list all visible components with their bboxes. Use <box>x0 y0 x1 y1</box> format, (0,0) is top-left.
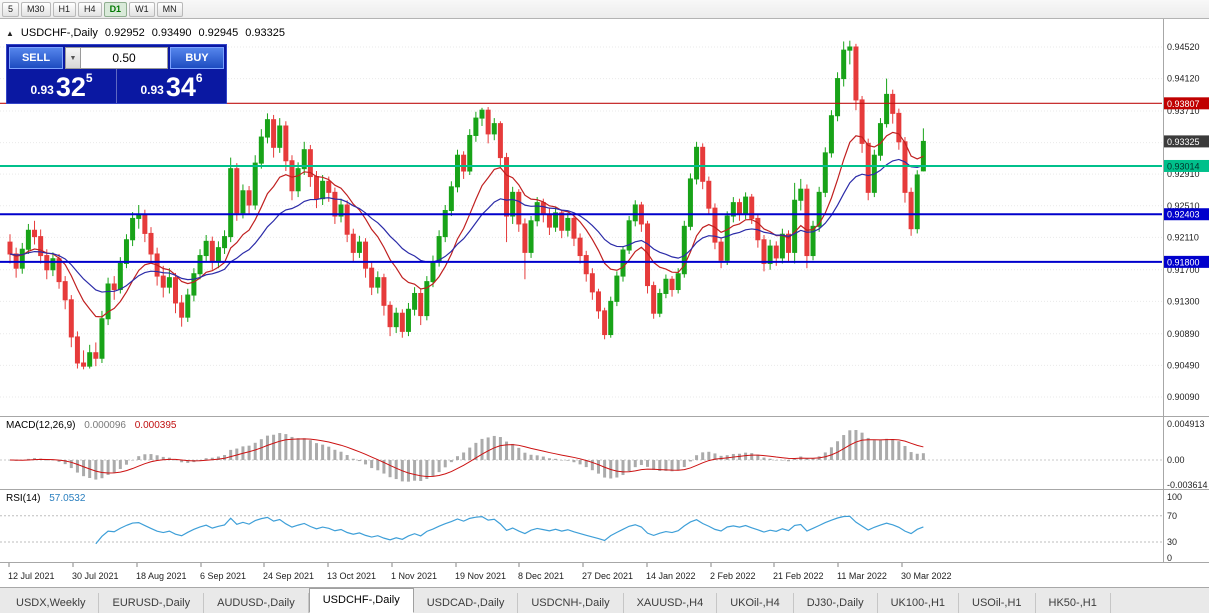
rsi-value: 57.0532 <box>49 493 86 504</box>
date-label: 19 Nov 2021 <box>455 571 506 581</box>
chart-tab-xauusd-h4[interactable]: XAUUSD-,H4 <box>624 593 718 613</box>
svg-text:0.90490: 0.90490 <box>1167 360 1200 370</box>
chart-tab-audusd-daily[interactable]: AUDUSD-,Daily <box>204 593 309 613</box>
price-tag-0.92403: 0.92403 <box>1167 210 1200 220</box>
svg-text:0.94520: 0.94520 <box>1167 42 1200 52</box>
svg-text:-0.003614: -0.003614 <box>1167 480 1208 490</box>
date-label: 24 Sep 2021 <box>263 571 314 581</box>
chart-tab-usdchf-daily[interactable]: USDCHF-,Daily <box>308 588 414 613</box>
macd-signal-value: 0.000395 <box>134 420 177 431</box>
macd-main-value: 0.000096 <box>84 420 126 431</box>
sell-price-big: 32 <box>55 72 86 102</box>
svg-text:0: 0 <box>1167 553 1172 563</box>
buy-price-prefix: 0.93 <box>140 83 164 97</box>
date-label: 14 Jan 2022 <box>646 571 696 581</box>
macd-name: MACD(12,26,9) <box>6 420 76 431</box>
chart-tab-dj30-daily[interactable]: DJ30-,Daily <box>794 593 878 613</box>
timeframe-button-m30[interactable]: M30 <box>21 1 51 17</box>
date-label: 1 Nov 2021 <box>391 571 437 581</box>
svg-text:0.91700: 0.91700 <box>1167 265 1200 275</box>
chart-tab-usoil-h1[interactable]: USOil-,H1 <box>959 593 1036 613</box>
sell-button[interactable]: SELL <box>9 47 63 69</box>
svg-text:70: 70 <box>1167 511 1177 521</box>
rsi-panel <box>0 515 1162 545</box>
chart-tab-ukoil-h4[interactable]: UKOil-,H4 <box>717 593 794 613</box>
chart-tab-usdcnh-daily[interactable]: USDCNH-,Daily <box>518 593 624 613</box>
svg-text:0.93710: 0.93710 <box>1167 106 1200 116</box>
timeframe-button-h4[interactable]: H4 <box>78 1 102 17</box>
ohlc-open: 0.92952 <box>104 27 145 39</box>
chart-tab-hk50-h1[interactable]: HK50-,H1 <box>1036 593 1111 613</box>
timeframe-toolbar: 5 M30 H1 H4 D1 W1 MN <box>0 0 1209 19</box>
price-tag-0.93807: 0.93807 <box>1167 99 1200 109</box>
chart-tabs-bar: USDX,Weekly EURUSD-,Daily AUDUSD-,Daily USD… <box>0 587 1209 613</box>
date-label: 18 Aug 2021 <box>136 571 187 581</box>
macd-label: MACD(12,26,9) 0.000096 0.000395 <box>6 420 176 431</box>
svg-text:0.004913: 0.004913 <box>1167 419 1205 429</box>
chevron-down-icon: ▼ <box>69 54 77 62</box>
price-tag-0.93325: 0.93325 <box>1167 137 1200 147</box>
macd-axis: 0.004913 0.00 -0.003614 <box>1167 419 1208 490</box>
volume-dropdown-button[interactable]: ▼ <box>65 47 81 69</box>
timeframe-button-h1[interactable]: H1 <box>52 1 77 17</box>
date-label: 12 Jul 2021 <box>8 571 55 581</box>
date-label: 6 Sep 2021 <box>200 571 246 581</box>
date-label: 11 Mar 2022 <box>837 571 887 581</box>
svg-text:100: 100 <box>1167 492 1182 502</box>
macd-panel <box>0 430 1162 482</box>
chart-tab-uk100-h1[interactable]: UK100-,H1 <box>878 593 960 613</box>
svg-text:0.90890: 0.90890 <box>1167 329 1200 339</box>
price-tag-0.93014: 0.93014 <box>1167 161 1200 171</box>
chart-tab-usdcad-daily[interactable]: USDCAD-,Daily <box>414 593 519 613</box>
timeframe-button-5[interactable]: 5 <box>2 1 20 17</box>
sell-price-prefix: 0.93 <box>30 83 54 97</box>
chart-symbol-label: USDCHF-,Daily <box>20 27 98 39</box>
date-axis: 12 Jul 2021 30 Jul 2021 18 Aug 2021 6 Sep 2… <box>8 563 952 581</box>
svg-text:0.00: 0.00 <box>1167 455 1185 465</box>
svg-text:0.92910: 0.92910 <box>1167 169 1200 179</box>
date-label: 2 Feb 2022 <box>710 571 756 581</box>
chart-tab-eurusd-daily[interactable]: EURUSD-,Daily <box>99 593 205 613</box>
one-click-trading-panel: SELL ▼ 0.50 BUY 0.93 32 5 0.93 34 6 <box>6 44 227 104</box>
buy-price-display: 0.93 34 6 <box>116 69 226 103</box>
chart-ohlc-header: ▲ USDCHF-,Daily 0.92952 0.93490 0.92945 … <box>6 27 285 39</box>
date-label: 30 Mar 2022 <box>901 571 952 581</box>
buy-price-pipette: 6 <box>195 71 203 85</box>
rsi-label: RSI(14) 57.0532 <box>6 493 85 504</box>
ohlc-low: 0.92945 <box>198 27 239 39</box>
chart-window-icon: ▲ <box>6 28 14 38</box>
price-tag-0.91800: 0.91800 <box>1167 257 1200 267</box>
date-label: 27 Dec 2021 <box>582 571 633 581</box>
date-label: 8 Dec 2021 <box>518 571 564 581</box>
timeframe-button-mn[interactable]: MN <box>156 1 183 17</box>
volume-control: ▼ 0.50 <box>65 47 168 69</box>
timeframe-button-w1[interactable]: W1 <box>129 1 155 17</box>
svg-text:0.90090: 0.90090 <box>1167 392 1200 402</box>
svg-text:0.94120: 0.94120 <box>1167 74 1200 84</box>
svg-text:30: 30 <box>1167 537 1177 547</box>
sell-price-pipette: 5 <box>85 71 93 85</box>
date-label: 30 Jul 2021 <box>72 571 119 581</box>
rsi-axis: 100 70 30 0 <box>1167 492 1182 563</box>
ohlc-high: 0.93490 <box>151 27 192 39</box>
svg-text:0.92510: 0.92510 <box>1167 201 1200 211</box>
panel-separators <box>0 18 1209 563</box>
price-axis: 0.94520 0.94120 0.93710 0.92910 0.92510 0.921… <box>1164 42 1209 402</box>
volume-input[interactable]: 0.50 <box>81 47 168 69</box>
sell-price-display: 0.93 32 5 <box>7 69 116 103</box>
moving-averages <box>9 131 924 318</box>
timeframe-button-d1[interactable]: D1 <box>103 1 128 17</box>
date-label: 13 Oct 2021 <box>327 571 376 581</box>
rsi-name: RSI(14) <box>6 493 41 504</box>
date-label: 21 Feb 2022 <box>773 571 824 581</box>
svg-text:0.91300: 0.91300 <box>1167 296 1200 306</box>
ohlc-close: 0.93325 <box>245 27 285 39</box>
svg-text:0.92110: 0.92110 <box>1167 232 1199 242</box>
buy-button[interactable]: BUY <box>170 47 224 69</box>
chart-tab-usdx-weekly[interactable]: USDX,Weekly <box>3 593 100 613</box>
buy-price-big: 34 <box>165 72 196 102</box>
